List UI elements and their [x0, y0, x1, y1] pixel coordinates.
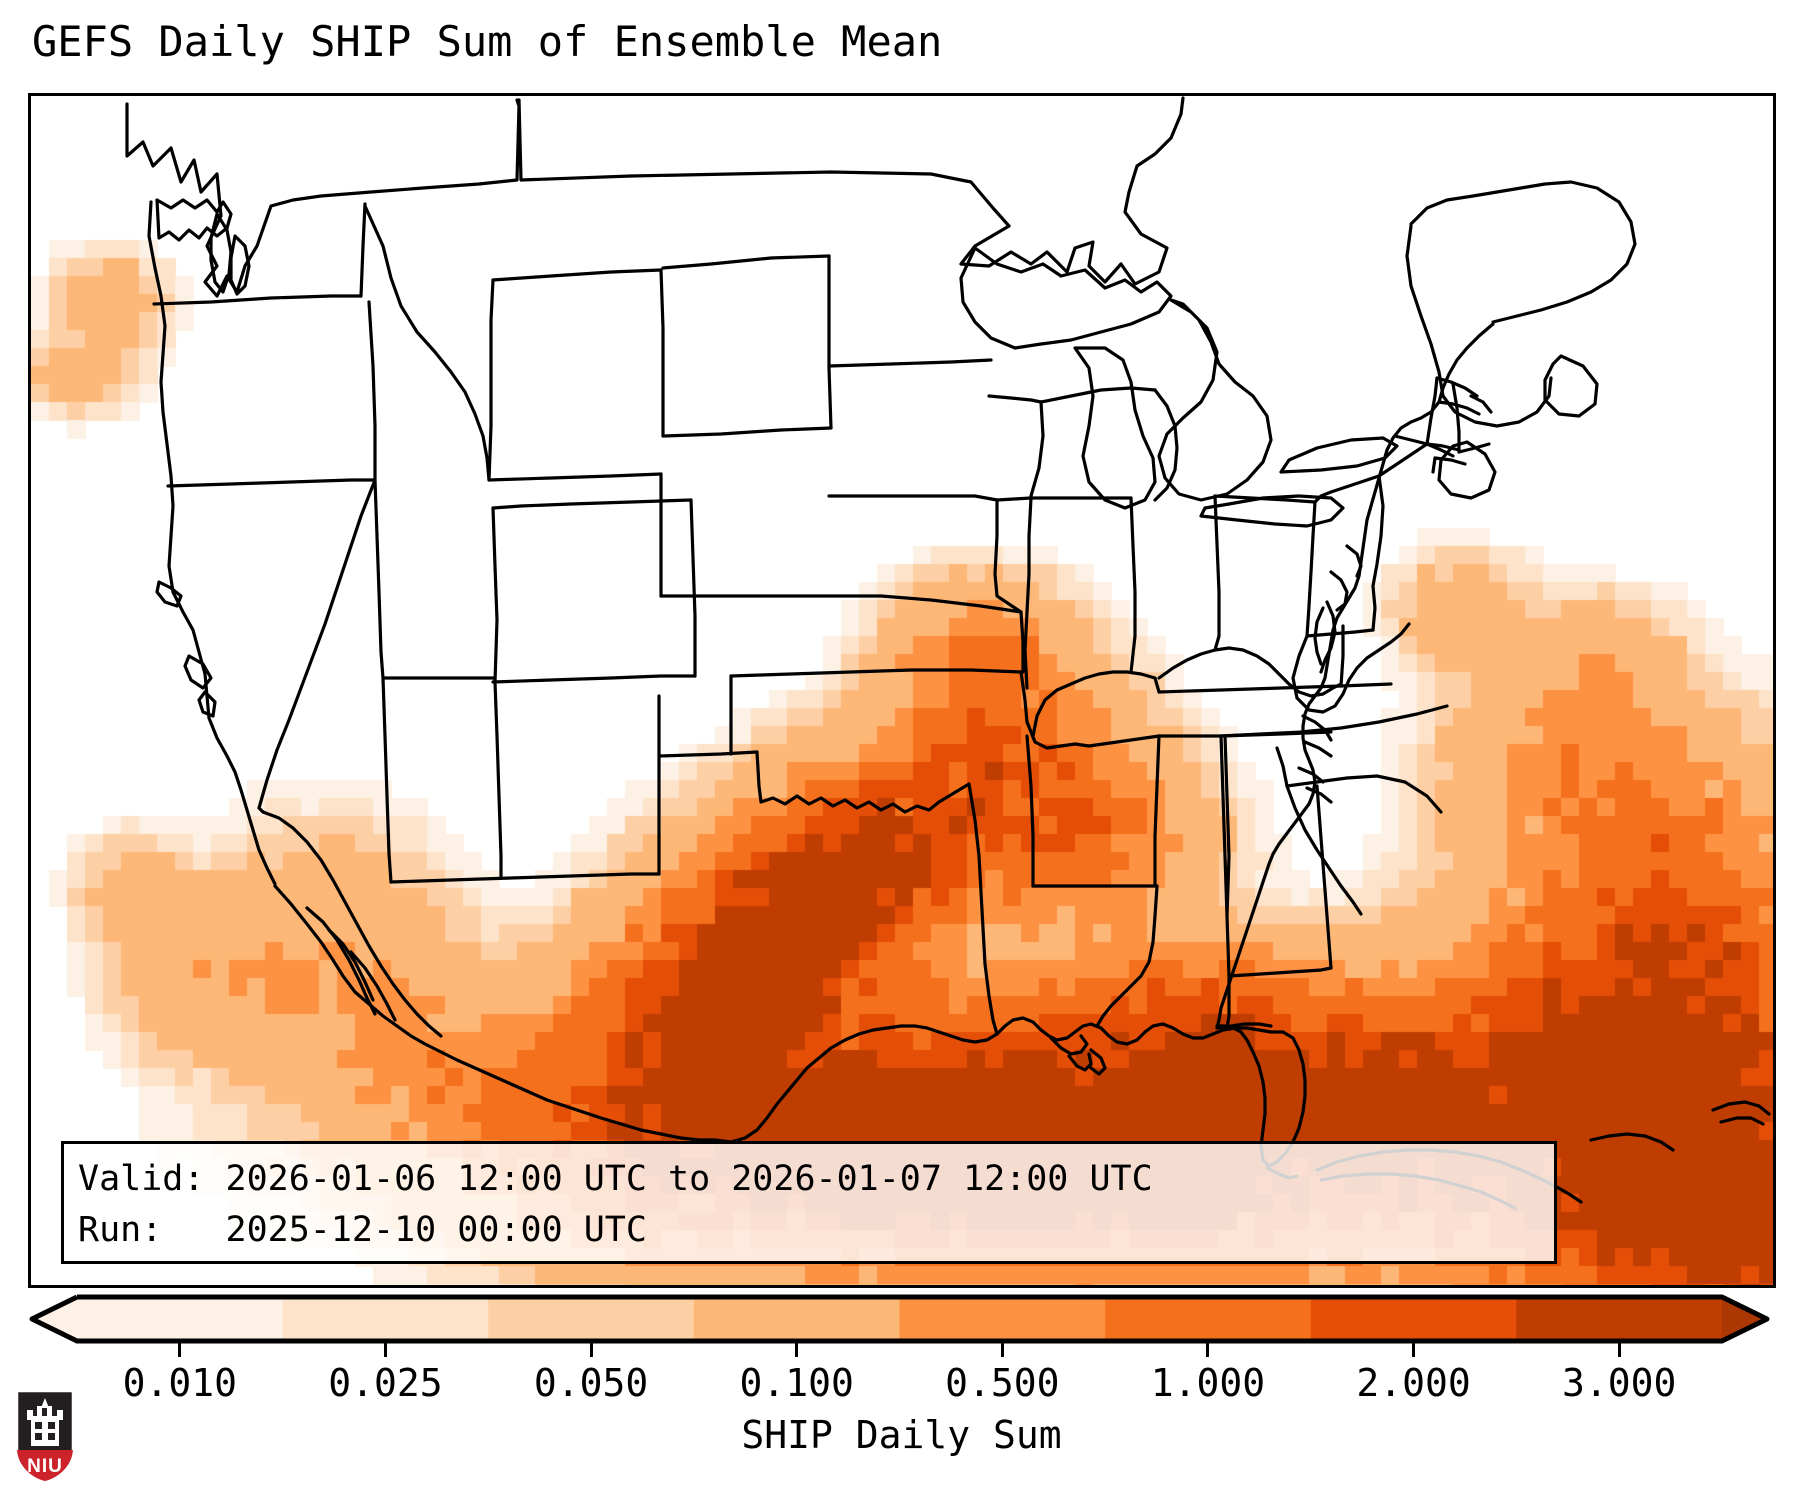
colorbar-band: [899, 1297, 1106, 1341]
colorbar-tick: [589, 1340, 593, 1357]
colorbar-tick: [383, 1340, 387, 1357]
colorbar-tick-label: 0.025: [328, 1361, 443, 1405]
colorbar-band: [282, 1297, 489, 1341]
colorbar-tick-label: 0.010: [122, 1361, 238, 1405]
colorbar-over-arrow: [1722, 1297, 1767, 1341]
colorbar-tick: [1206, 1340, 1210, 1357]
niu-castle-windows: [35, 1422, 55, 1440]
colorbar-tick-label: 0.500: [945, 1361, 1060, 1405]
info-box: Valid: 2026-01-06 12:00 UTC to 2026-01-0…: [61, 1141, 1557, 1264]
colorbar-tick-label: 2.000: [1356, 1361, 1471, 1405]
niu-logo: NIU: [15, 1389, 75, 1483]
colorbar-band: [77, 1297, 284, 1341]
colorbar-tick-label: 0.100: [739, 1361, 854, 1405]
colorbar-band: [1516, 1297, 1723, 1341]
colorbar-band: [1105, 1297, 1312, 1341]
colorbar: 0.010 0.025 0.050 0.100 0.500 1.000 2.000 3.000: [29, 1294, 1770, 1405]
niu-castle-icon: [27, 1398, 63, 1446]
colorbar-gradient: [29, 1294, 1770, 1344]
colorbar-tick: [1000, 1340, 1004, 1357]
map-axes: [28, 93, 1776, 1288]
map-geography-layer: [125, 96, 1771, 1210]
colorbar-tick-label: 3.000: [1561, 1361, 1677, 1405]
colorbar-under-arrow: [32, 1297, 77, 1341]
colorbar-tick-label: 0.050: [533, 1361, 649, 1405]
colorbar-tick: [178, 1340, 182, 1357]
niu-red-band: [17, 1448, 73, 1481]
colorbar-tick: [1412, 1340, 1416, 1357]
colorbar-tick: [1617, 1340, 1621, 1357]
colorbar-band: [693, 1297, 901, 1341]
colorbar-outline: [29, 1294, 1770, 1344]
map-shading-layer: [31, 96, 1773, 1285]
niu-wordmark: NIU: [27, 1456, 63, 1477]
colorbar-band: [1310, 1297, 1517, 1341]
valid-time-line: Valid: 2026-01-06 12:00 UTC to 2026-01-0…: [78, 1159, 1153, 1199]
colorbar-axis-label: SHIP Daily Sum: [741, 1413, 1062, 1457]
colorbar-tick-label: 1.000: [1150, 1361, 1266, 1405]
run-time-line: Run: 2025-12-10 00:00 UTC: [78, 1210, 647, 1250]
figure-title: GEFS Daily SHIP Sum of Ensemble Mean: [32, 17, 943, 66]
colorbar-tick: [795, 1340, 799, 1357]
colorbar-band: [488, 1297, 695, 1341]
